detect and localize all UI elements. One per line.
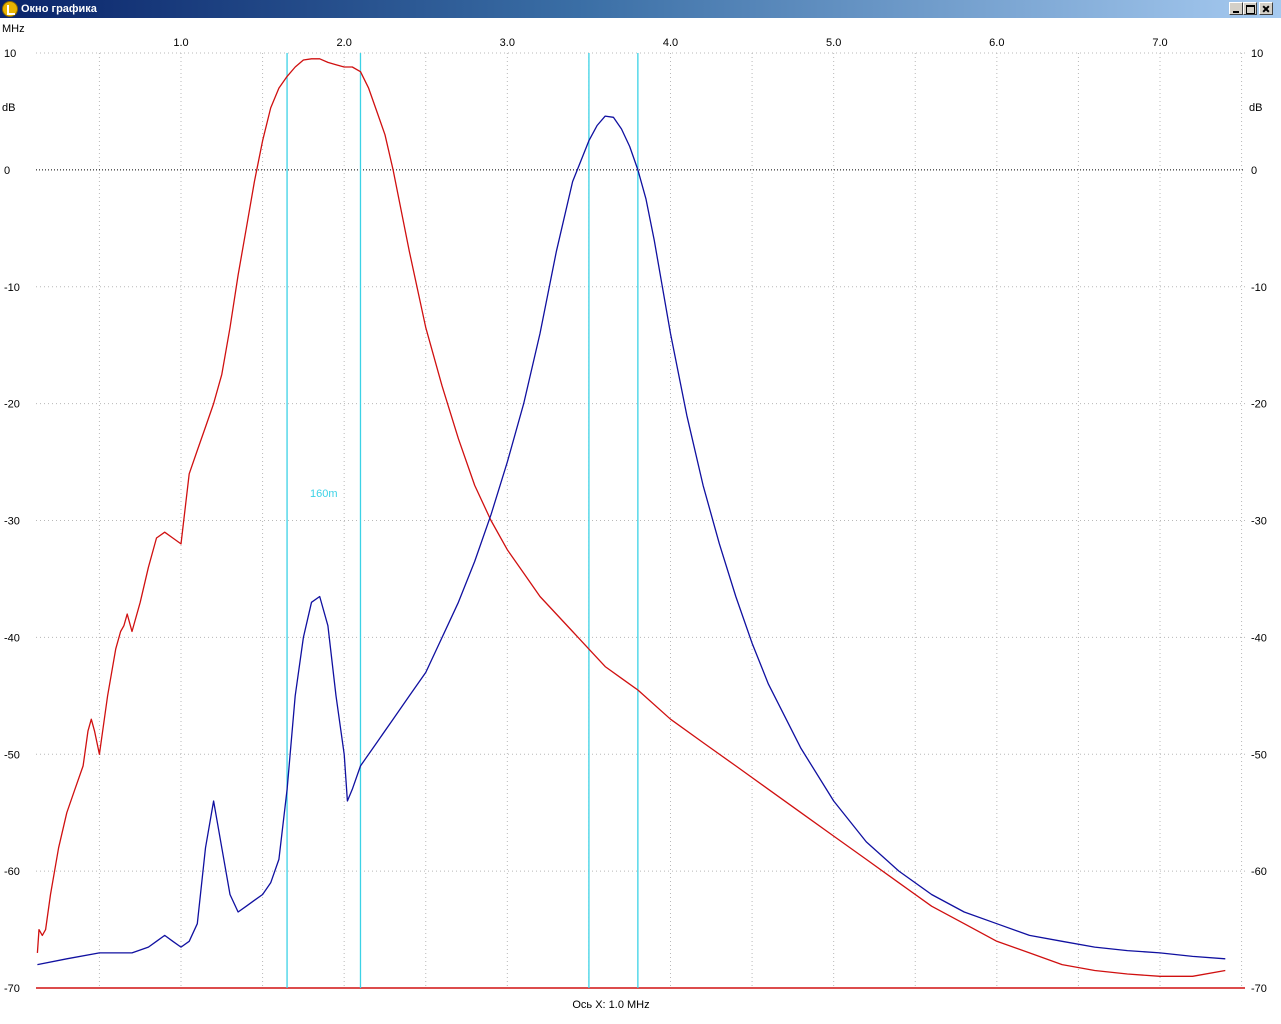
y-tick-label-left: -10 xyxy=(4,282,20,294)
series-line-blue xyxy=(37,115,1226,966)
x-unit-label: MHz xyxy=(2,23,25,35)
x-tick-label: 6.0 xyxy=(989,37,1004,49)
y-tick-label-right: 0 xyxy=(1251,165,1257,177)
x-tick-label: 5.0 xyxy=(826,37,841,49)
y-tick-label-left: 10 xyxy=(4,48,16,60)
band-markers: 160m xyxy=(286,53,639,988)
y-tick-label-right: -60 xyxy=(1251,866,1267,878)
y-tick-label-left: -40 xyxy=(4,632,20,644)
y-unit-label-left: dB xyxy=(2,102,15,114)
title-bar: Окно графика xyxy=(0,0,1281,18)
y-tick-label-left: -70 xyxy=(4,983,20,995)
y-tick-label-right: 10 xyxy=(1251,48,1263,60)
y-tick-label-left: -60 xyxy=(4,866,20,878)
axis-labels: MHz dB dB Ось X: 1.0 MHz 1.0 2.0 3.0 4.0 5.0… xyxy=(2,23,1267,1011)
y-tick-label-right: -40 xyxy=(1251,632,1267,644)
y-tick-label-left: -30 xyxy=(4,516,20,528)
grid xyxy=(36,52,1245,989)
y-tick-label-left: 0 xyxy=(4,165,10,177)
y-tick-label-left: -20 xyxy=(4,399,20,411)
y-tick-label-right: -70 xyxy=(1251,983,1267,995)
y-unit-label-right: dB xyxy=(1249,102,1262,114)
y-tick-label-right: -50 xyxy=(1251,749,1267,761)
minimize-icon[interactable] xyxy=(1229,2,1243,15)
y-tick-label-right: -10 xyxy=(1251,282,1267,294)
window-title: Окно графика xyxy=(21,3,97,15)
frequency-response-chart: 160m MHz dB dB Ось X: 1.0 MHz 1.0 2.0 3.0 4… xyxy=(2,23,1267,1011)
x-tick-label: 7.0 xyxy=(1152,37,1167,49)
x-tick-label: 1.0 xyxy=(173,37,188,49)
series-line-red xyxy=(36,58,1226,977)
x-tick-label: 4.0 xyxy=(663,37,678,49)
band-marker-label: 160m xyxy=(310,488,338,500)
x-tick-label: 3.0 xyxy=(500,37,515,49)
close-icon[interactable] xyxy=(1259,2,1273,15)
x-tick-label: 2.0 xyxy=(337,37,352,49)
series-group xyxy=(36,58,1226,977)
app-logo-icon xyxy=(2,1,18,17)
x-axis-caption: Ось X: 1.0 MHz xyxy=(572,999,649,1011)
y-tick-label-right: -30 xyxy=(1251,516,1267,528)
y-tick-label-right: -20 xyxy=(1251,399,1267,411)
maximize-icon[interactable] xyxy=(1243,2,1257,15)
y-tick-label-left: -50 xyxy=(4,749,20,761)
